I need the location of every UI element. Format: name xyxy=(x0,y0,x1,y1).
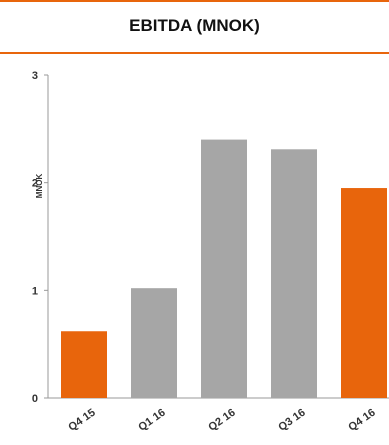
bar-q1-16 xyxy=(131,288,177,398)
x-ticks: Q4 15 Q1 16 Q2 16 Q3 16 Q4 16 xyxy=(66,407,377,434)
y-tick-label: 0 xyxy=(32,393,38,405)
title-rule xyxy=(0,52,389,54)
y-ticks: 0 1 2 3 xyxy=(32,70,48,405)
bar-q4-15 xyxy=(61,331,107,398)
x-tick-label: Q4 15 xyxy=(66,407,97,434)
bars xyxy=(61,139,387,398)
y-tick-label: 1 xyxy=(32,285,38,297)
y-tick-label: 2 xyxy=(32,178,38,190)
bar-q2-16 xyxy=(201,139,247,398)
bar-q4-16 xyxy=(341,188,387,398)
x-tick-label: Q1 16 xyxy=(136,407,167,434)
top-rule xyxy=(0,0,389,2)
x-tick-label: Q3 16 xyxy=(276,407,307,434)
x-tick-label: Q2 16 xyxy=(206,407,237,434)
bar-q3-16 xyxy=(271,149,317,398)
y-axis-label: MNOK xyxy=(35,174,44,199)
y-tick-label: 3 xyxy=(32,70,38,82)
chart-title: EBITDA (MNOK) xyxy=(129,16,260,35)
x-tick-label: Q4 16 xyxy=(346,407,377,434)
